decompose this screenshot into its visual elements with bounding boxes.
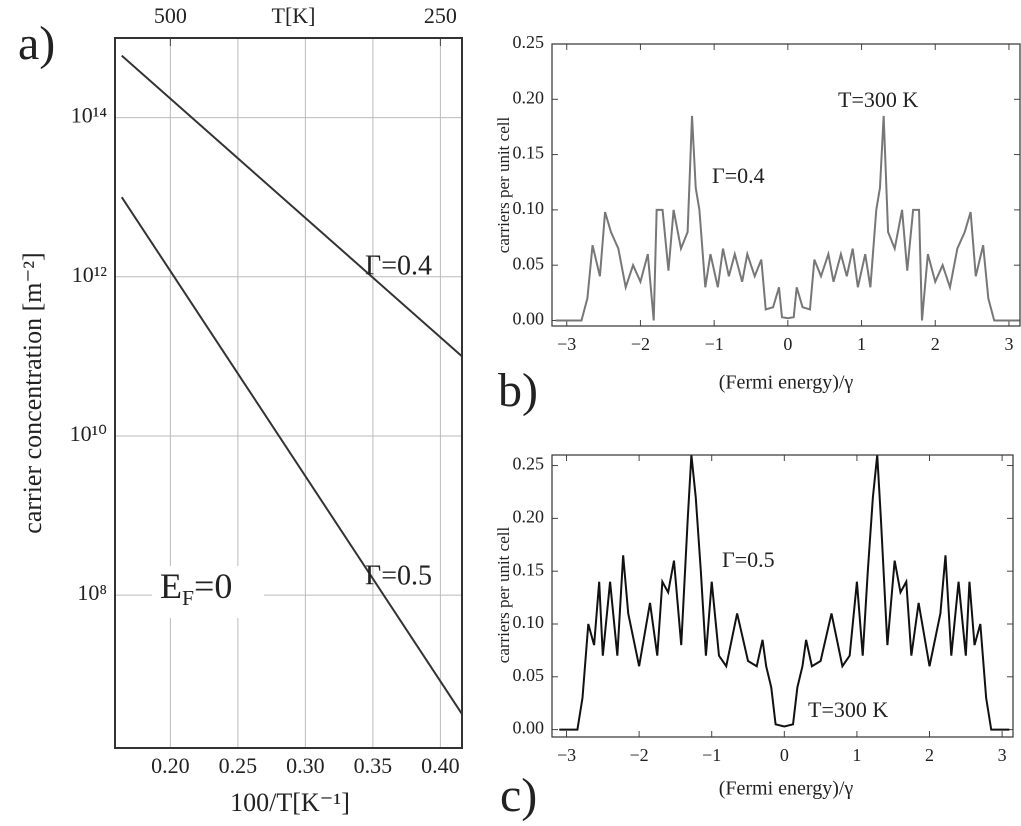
x-tick-label: 1: [857, 334, 866, 354]
series-label: Γ=0.4: [712, 163, 765, 188]
y-tick-label: 0.25: [513, 32, 545, 52]
series-label: Γ=0.5: [365, 560, 432, 591]
label-backdrop: [152, 566, 264, 618]
series-label: Γ=0.5: [722, 547, 775, 572]
y-axis-label: carrier concentration [m⁻²]: [18, 252, 47, 533]
x-tick-label: 2: [925, 745, 934, 765]
series-label: Γ=0.4: [365, 250, 432, 281]
annotation: T=300 K: [838, 87, 918, 112]
y-tick-label: 10¹⁴: [71, 103, 108, 128]
y-tick-label: 10¹²: [72, 262, 108, 287]
x2-axis-label: T[K]: [272, 3, 316, 28]
x-tick-label: −2: [630, 745, 649, 765]
x-tick-label: −1: [705, 334, 724, 354]
y-tick-label: 0.15: [513, 559, 545, 579]
plot-frame: [551, 43, 1021, 327]
data-line: [559, 454, 1010, 731]
x-tick-label: 0.20: [151, 753, 190, 778]
y-tick-label: 10¹⁰: [70, 421, 108, 446]
y-tick-label: 0.15: [513, 143, 545, 163]
x-tick-label: 3: [998, 745, 1007, 765]
x-tick-label: 0.35: [354, 753, 393, 778]
x-axis-label: (Fermi energy)/γ: [719, 778, 854, 800]
data-line: [121, 54, 463, 358]
panel-label: a): [18, 17, 55, 70]
x-tick-label: 2: [931, 334, 940, 354]
x-tick-label: 0: [780, 745, 789, 765]
annotation: T=300 K: [808, 697, 888, 722]
plot-frame: [551, 454, 1014, 738]
y-tick-label: 0.25: [513, 454, 545, 474]
x2-tick-label: 250: [424, 3, 457, 28]
x-tick-label: 0.25: [219, 753, 258, 778]
y-tick-label: 0.00: [513, 718, 545, 738]
y-tick-label: 0.10: [513, 612, 545, 632]
y-tick-label: 0.20: [513, 506, 545, 526]
x-axis-label: 100/T[K⁻¹]: [230, 788, 350, 817]
annotation-text: E: [160, 566, 182, 606]
x-axis-label: (Fermi energy)/γ: [719, 372, 854, 394]
y-tick-label: 10⁸: [77, 580, 107, 605]
y-tick-label: 0.00: [513, 309, 545, 329]
annotation-subscript: F: [182, 586, 194, 610]
annotation-suffix: =0: [194, 566, 232, 606]
plot-frame: [114, 37, 463, 749]
panel-label: c): [500, 769, 537, 822]
y-tick-label: 0.05: [513, 253, 545, 273]
y-tick-label: 0.05: [513, 665, 545, 685]
panel-label: b): [498, 364, 538, 417]
x-tick-label: 0: [783, 334, 792, 354]
annotation: EF=0: [160, 566, 232, 610]
x-tick-label: −3: [557, 334, 576, 354]
x-tick-label: −3: [557, 745, 576, 765]
x-tick-label: −2: [631, 334, 650, 354]
y-axis-label: carriers per unit cell: [494, 527, 513, 664]
x2-tick-label: 500: [154, 3, 187, 28]
x-tick-label: 3: [1004, 334, 1013, 354]
x-tick-label: −1: [702, 745, 721, 765]
x-tick-label: 0.40: [421, 753, 460, 778]
y-axis-label: carriers per unit cell: [494, 117, 513, 254]
x-tick-label: 1: [852, 745, 861, 765]
x-tick-label: 0.30: [286, 753, 325, 778]
data-line: [555, 115, 1020, 322]
y-tick-label: 0.20: [513, 87, 545, 107]
data-line: [120, 196, 463, 715]
y-tick-label: 0.10: [513, 198, 545, 218]
